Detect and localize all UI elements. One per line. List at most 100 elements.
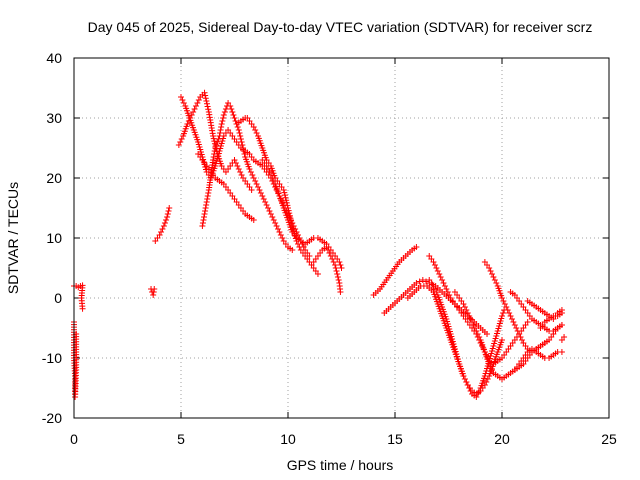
data-point [513,325,520,331]
chart-title: Day 045 of 2025, Sidereal Day-to-day VTE… [88,19,593,35]
y-tick-label: 40 [46,50,62,66]
data-point [493,280,500,286]
data-point [199,223,206,229]
data-point [444,289,451,295]
data-point [270,178,277,184]
y-axis-label: SDTVAR / TECUs [5,182,21,294]
data-point [231,115,238,121]
data-point [499,313,505,319]
data-point [221,109,228,115]
data-point [283,197,290,204]
data-track [537,310,565,331]
data-point [487,364,494,370]
data-point [202,95,209,102]
data-point [253,181,260,187]
data-point [79,305,86,312]
data-point [441,283,448,289]
data-point [484,331,491,337]
data-point [216,133,223,139]
data-point [474,391,481,397]
data-point [446,292,453,298]
data-point [473,328,480,334]
data-point [276,229,283,235]
data-point [238,139,245,145]
data-point [237,133,244,139]
data-point [240,145,247,151]
data-point [561,334,568,340]
data-point [476,388,483,394]
data-point [159,226,166,232]
data-point [516,331,523,337]
data-point [151,286,158,292]
data-point [227,103,234,109]
data-point [486,265,493,271]
data-point [156,232,163,238]
data-point [229,109,236,115]
data-point [158,229,165,235]
grid [74,58,609,418]
data-point [330,259,337,265]
data-point [235,166,242,172]
data-point [282,194,289,201]
data-point [440,280,447,286]
data-point [190,109,197,115]
data-track [524,298,565,322]
data-point [203,98,210,105]
x-tick-label: 15 [387,431,403,447]
data-point [211,138,218,145]
data-point [413,244,420,250]
data-point [491,277,498,283]
data-point [222,106,229,112]
data-point [165,208,172,214]
data-point [253,130,260,136]
data-point [191,106,198,112]
data-point [281,192,288,199]
data-point [204,103,211,110]
data-point [511,322,518,328]
data-point [433,289,440,295]
data-point [234,124,241,130]
data-point [202,205,209,211]
data-point [201,89,208,96]
data-point [434,268,441,274]
data-point [210,133,217,139]
data-point [430,259,437,265]
data-point [220,112,227,118]
data-point [252,127,259,133]
data-point [490,274,497,280]
data-point [473,394,480,400]
data-point [279,235,286,241]
data-point [487,268,494,274]
data-point [506,310,513,316]
data-point [266,169,273,175]
data-point [240,148,247,154]
data-point [213,142,220,148]
data-point [463,307,470,313]
data-point [460,373,467,379]
data-track [152,205,173,244]
data-track [558,334,568,343]
data-point [466,313,473,319]
data-point [210,157,217,163]
data-point [334,271,341,277]
data-point [501,301,508,307]
data-point [439,277,446,283]
data-point [239,142,246,148]
data-point [296,244,303,250]
data-point [461,304,468,310]
data-point [150,292,157,298]
data-point [248,187,255,193]
data-point [504,307,511,313]
data-point [510,319,517,325]
data-point [508,316,515,322]
x-tick-label: 20 [494,431,510,447]
data-point [220,115,227,121]
data-point [324,247,331,253]
data-point [195,97,202,103]
data-point [323,244,330,250]
data-point [280,187,287,193]
data-point [180,100,187,106]
data-point [217,130,224,136]
data-point [210,154,217,160]
